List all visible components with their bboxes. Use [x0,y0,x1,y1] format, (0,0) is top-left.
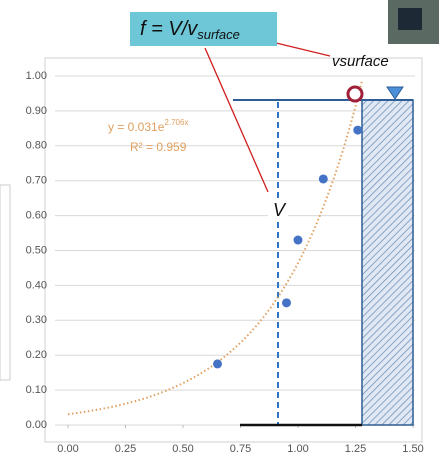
photo-device [398,8,422,30]
data-point [353,125,363,135]
y-tick-label: 0.30 [26,314,47,326]
v-label: V [273,200,287,220]
side-frame [0,184,11,381]
y-tick-label: 0.10 [26,384,47,396]
y-tick-label: 0.70 [26,175,47,187]
x-tick-label: 1.50 [402,443,423,455]
x-tick-label: 0.00 [57,443,78,455]
x-tick-label: 1.25 [345,443,366,455]
v-label-bg [268,198,288,222]
y-tick-label: 0.40 [26,279,47,291]
y-tick-label: 0.50 [26,244,47,256]
y-tick-label: 0.80 [26,140,47,152]
plot-frame [44,57,423,443]
f-label-subscript: surface [197,27,240,42]
equation: y = 0.031e2.706x [108,118,188,134]
f-label-main: f = V/v [140,18,198,40]
x-tick-label: 0.25 [115,443,136,455]
equation-main: y = 0.031e [108,120,165,134]
pointer [204,47,269,193]
surface-marker [346,85,364,103]
y-tick-label: 0.20 [26,349,47,361]
x-tick-label: 0.50 [172,443,193,455]
equation-exponent: 2.706x [164,118,188,127]
data-point [293,235,303,245]
data-point [213,359,222,369]
water-level-symbol [386,86,404,100]
f-label-box [130,12,277,46]
x-tick-label: 1.00 [287,443,308,455]
pointer [271,41,331,57]
y-tick-label: 0.60 [26,210,47,222]
marks [67,79,364,416]
f-label: f = V/vsurface [140,18,240,42]
x-tick-label: 0.75 [230,443,251,455]
y-tick-label: 1.00 [26,70,47,82]
vsurface-label: vsurface [332,53,389,70]
data-point [318,174,328,184]
y-tick-label: 0.90 [26,105,47,117]
channel-bank [361,99,414,426]
data-point [282,298,291,308]
y-tick-label: 0.00 [26,419,47,431]
r-squared: R² = 0.959 [130,140,187,154]
